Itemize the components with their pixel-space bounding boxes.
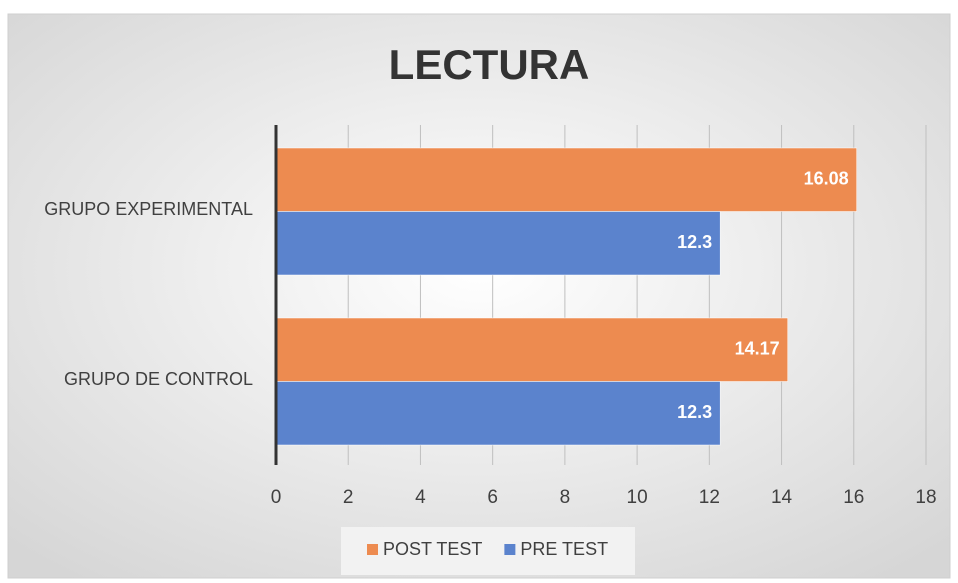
- x-tick-label: 16: [843, 487, 864, 508]
- x-tick-label: 4: [415, 487, 426, 508]
- data-label: 14.17: [735, 339, 780, 359]
- legend-label: POST TEST: [383, 539, 482, 559]
- x-tick-label: 12: [699, 487, 720, 508]
- bar: [275, 317, 788, 382]
- data-label: 12.3: [677, 402, 712, 422]
- data-label: 16.08: [804, 169, 849, 189]
- legend-label: PRE TEST: [520, 539, 608, 559]
- x-tick-label: 0: [271, 487, 282, 508]
- x-tick-label: 2: [343, 487, 354, 508]
- y-tick-label: GRUPO DE CONTROL: [64, 369, 253, 389]
- y-tick-label: GRUPO EXPERIMENTAL: [44, 199, 253, 219]
- legend-box: [341, 527, 635, 575]
- chart-background: [7, 13, 951, 579]
- chart-title: LECTURA: [389, 41, 590, 88]
- bar: [275, 211, 721, 276]
- legend-swatch: [504, 544, 516, 555]
- data-label: 12.3: [677, 232, 712, 252]
- bar: [275, 147, 857, 212]
- legend-swatch: [367, 544, 378, 555]
- x-tick-label: 14: [771, 487, 793, 508]
- x-tick-label: 8: [560, 487, 571, 508]
- x-tick-label: 10: [627, 487, 648, 508]
- bar: [275, 381, 721, 446]
- x-tick-label: 18: [915, 487, 936, 508]
- x-tick-label: 6: [487, 487, 498, 508]
